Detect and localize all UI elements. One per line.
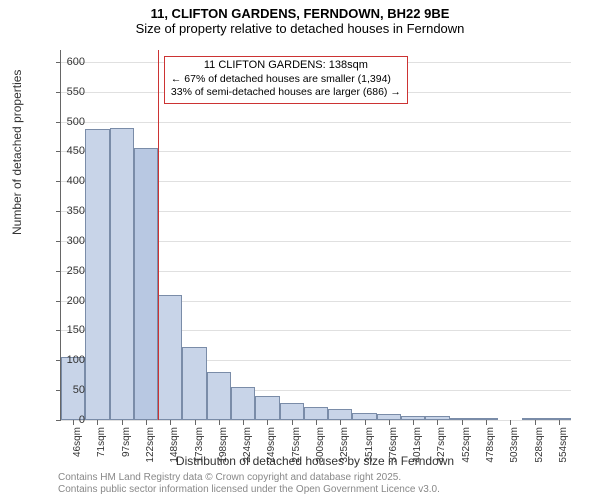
x-tick-mark [437,420,438,425]
x-tick-label: 224sqm [242,427,253,477]
x-tick-mark [292,420,293,425]
x-tick-mark [316,420,317,425]
y-tick-label: 600 [45,56,85,68]
y-tick-label: 0 [45,414,85,426]
x-tick-label: 503sqm [509,427,520,477]
y-tick-label: 200 [45,295,85,307]
x-tick-label: 198sqm [218,427,229,477]
x-tick-label: 401sqm [412,427,423,477]
x-tick-mark [243,420,244,425]
x-tick-mark [462,420,463,425]
histogram-bar [158,295,182,420]
histogram-bar [304,407,328,420]
annotation-line2: 33% of semi-detached houses are larger (… [171,86,401,99]
x-tick-mark [413,420,414,425]
histogram-bar [328,409,352,420]
x-tick-label: 173sqm [194,427,205,477]
y-tick-label: 50 [45,384,85,396]
x-tick-mark [559,420,560,425]
histogram-bar [255,396,279,420]
y-tick-label: 150 [45,324,85,336]
histogram-bar [182,347,206,420]
y-axis-label: Number of detached properties [10,70,24,235]
x-tick-label: 528sqm [534,427,545,477]
x-tick-mark [219,420,220,425]
y-tick-label: 400 [45,175,85,187]
annotation-heading: 11 CLIFTON GARDENS: 138sqm [171,59,401,73]
x-tick-mark [535,420,536,425]
histogram-bar [85,129,109,420]
x-tick-mark [97,420,98,425]
x-tick-label: 300sqm [315,427,326,477]
histogram-bar [207,372,231,420]
x-tick-mark [170,420,171,425]
x-tick-label: 376sqm [388,427,399,477]
y-tick-label: 550 [45,86,85,98]
x-tick-label: 478sqm [485,427,496,477]
annotation-box: 11 CLIFTON GARDENS: 138sqm← 67% of detac… [164,56,408,104]
marker-line [158,50,159,420]
x-tick-mark [340,420,341,425]
x-tick-label: 554sqm [558,427,569,477]
x-tick-label: 148sqm [169,427,180,477]
histogram-bar [110,128,134,420]
y-tick-label: 300 [45,235,85,247]
y-tick-label: 500 [45,116,85,128]
annotation-line1: ← 67% of detached houses are smaller (1,… [171,73,401,86]
x-tick-label: 46sqm [72,427,83,477]
x-tick-mark [365,420,366,425]
histogram-bar [352,413,376,420]
x-tick-label: 427sqm [436,427,447,477]
x-tick-mark [267,420,268,425]
x-tick-label: 275sqm [291,427,302,477]
x-tick-mark [146,420,147,425]
x-tick-label: 452sqm [461,427,472,477]
gridline [61,122,571,123]
x-tick-mark [389,420,390,425]
x-tick-label: 71sqm [96,427,107,477]
x-tick-mark [486,420,487,425]
x-tick-label: 325sqm [339,427,350,477]
x-tick-label: 249sqm [266,427,277,477]
x-tick-label: 122sqm [145,427,156,477]
chart-title-block: 11, CLIFTON GARDENS, FERNDOWN, BH22 9BE … [0,0,600,36]
x-tick-mark [510,420,511,425]
x-tick-mark [122,420,123,425]
histogram-bar [280,403,304,420]
chart-title-line1: 11, CLIFTON GARDENS, FERNDOWN, BH22 9BE [0,6,600,21]
footer-line2: Contains public sector information licen… [58,484,440,496]
x-tick-mark [195,420,196,425]
histogram-bar [231,387,255,420]
y-tick-label: 250 [45,265,85,277]
y-tick-label: 350 [45,205,85,217]
y-tick-label: 450 [45,145,85,157]
x-tick-label: 351sqm [364,427,375,477]
histogram-bar [134,148,158,420]
chart-title-line2: Size of property relative to detached ho… [0,21,600,36]
x-tick-label: 97sqm [121,427,132,477]
y-tick-label: 100 [45,354,85,366]
chart-plot-area: 11 CLIFTON GARDENS: 138sqm← 67% of detac… [60,50,571,421]
